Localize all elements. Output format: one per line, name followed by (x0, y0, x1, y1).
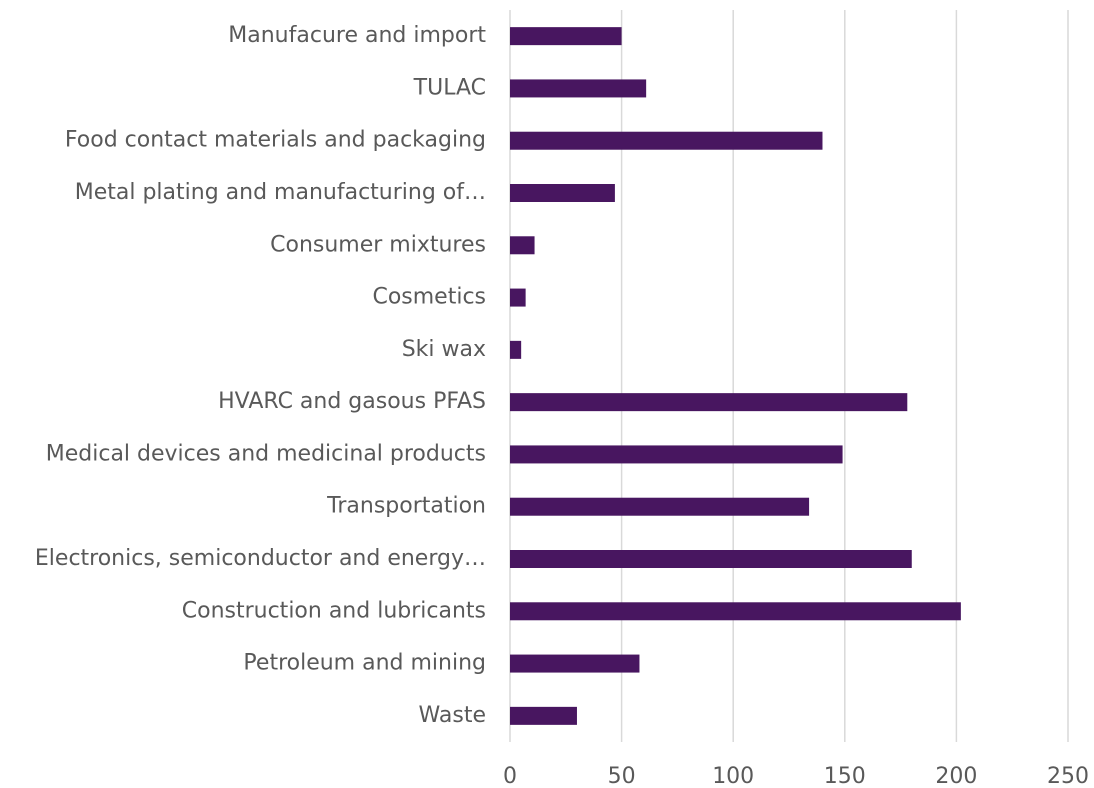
bar (510, 184, 615, 202)
bar (510, 79, 647, 98)
bar (510, 340, 522, 359)
x-tick-label: 50 (608, 764, 636, 788)
x-tick-label: 200 (935, 764, 977, 788)
y-tick-label: Cosmetics (372, 285, 486, 310)
bar (510, 602, 961, 621)
bar (510, 393, 908, 412)
bar (510, 27, 622, 46)
x-tick-label: 150 (824, 764, 866, 788)
bar (510, 288, 526, 307)
y-tick-label: TULAC (413, 75, 486, 100)
x-tick-label: 0 (503, 764, 517, 788)
x-tick-label: 100 (712, 764, 754, 788)
bar (510, 445, 843, 464)
y-tick-label: Food contact materials and packaging (65, 128, 486, 153)
y-tick-label: Electronics, semiconductor and energy… (35, 546, 486, 571)
x-tick-label: 250 (1047, 764, 1089, 788)
y-tick-label: Waste (419, 703, 486, 728)
y-tick-label: Petroleum and mining (243, 651, 486, 676)
y-tick-label: Medical devices and medicinal products (46, 441, 486, 466)
y-tick-label: Metal plating and manufacturing of… (75, 180, 486, 205)
bar (510, 706, 577, 725)
y-tick-label: HVARC and gasous PFAS (218, 389, 486, 414)
y-tick-label: Ski wax (402, 337, 486, 362)
y-tick-label: Consumer mixtures (270, 232, 486, 257)
bar (510, 236, 535, 255)
y-tick-label: Construction and lubricants (182, 598, 486, 623)
bar (510, 497, 810, 516)
y-tick-label: Transportation (326, 494, 486, 519)
bar (510, 654, 640, 673)
bar (510, 550, 912, 568)
y-tick-label: Manufacure and import (228, 23, 486, 48)
bar (510, 131, 823, 150)
